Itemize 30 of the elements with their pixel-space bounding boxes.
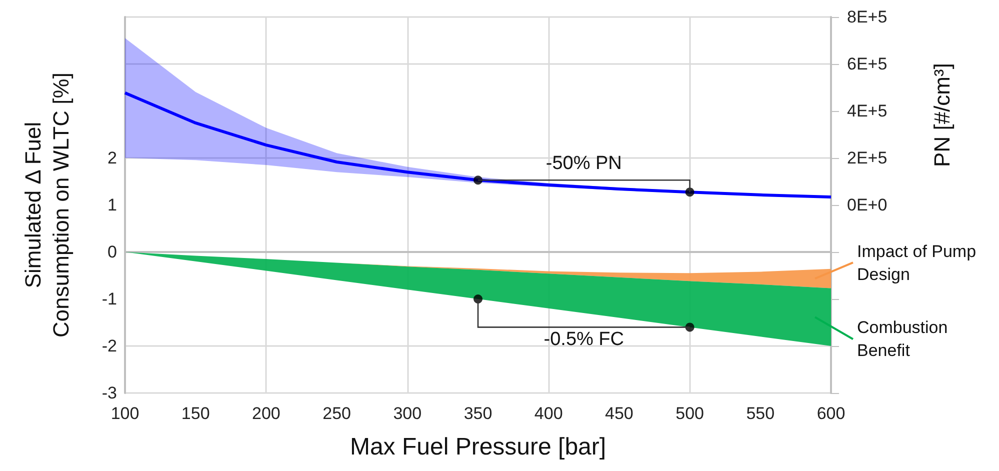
x-tick-label: 400 <box>534 404 563 423</box>
y2-tick-label: 8E+5 <box>847 8 888 26</box>
x-tick-label: 300 <box>393 404 422 423</box>
x-tick-label: 150 <box>181 404 210 423</box>
x-tick-label: 600 <box>816 404 846 423</box>
y-axis-title: Simulated Δ Fuel Consumption on WLTC [%] <box>20 72 74 338</box>
x-tick-label: 550 <box>746 404 775 423</box>
x-tick-label: 500 <box>676 404 704 423</box>
legend-label: Impact of Pump Design <box>857 240 977 286</box>
x-tick-label: 100 <box>110 404 140 423</box>
y2-tick-label: 6E+5 <box>847 54 888 74</box>
x-tick-label: 250 <box>322 404 351 423</box>
x-tick-label: 450 <box>605 404 634 423</box>
y-tick-label: -3 <box>102 384 117 402</box>
annotation: -0.5% FC <box>544 329 624 352</box>
annotation: -50% PN <box>546 153 622 176</box>
y2-tick-label: 2E+5 <box>847 148 888 168</box>
x-axis-title: Max Fuel Pressure [bar] <box>350 434 606 460</box>
y-tick-label: 0 <box>108 242 117 262</box>
legend-label: Combustion Benefit <box>857 317 949 362</box>
line-series <box>124 91 832 199</box>
y-tick-label: 1 <box>108 196 117 214</box>
x-tick-label: 350 <box>464 404 492 423</box>
y-tick-label: -2 <box>102 336 117 356</box>
y2-tick-label: 0E+0 <box>847 196 888 214</box>
y2-tick-label: 4E+5 <box>847 102 888 120</box>
y2-axis-title: PN [#/cm³] <box>930 63 954 167</box>
y-tick-label: -1 <box>102 290 117 308</box>
y-tick-label: 2 <box>108 148 117 168</box>
x-tick-label: 200 <box>252 404 280 423</box>
